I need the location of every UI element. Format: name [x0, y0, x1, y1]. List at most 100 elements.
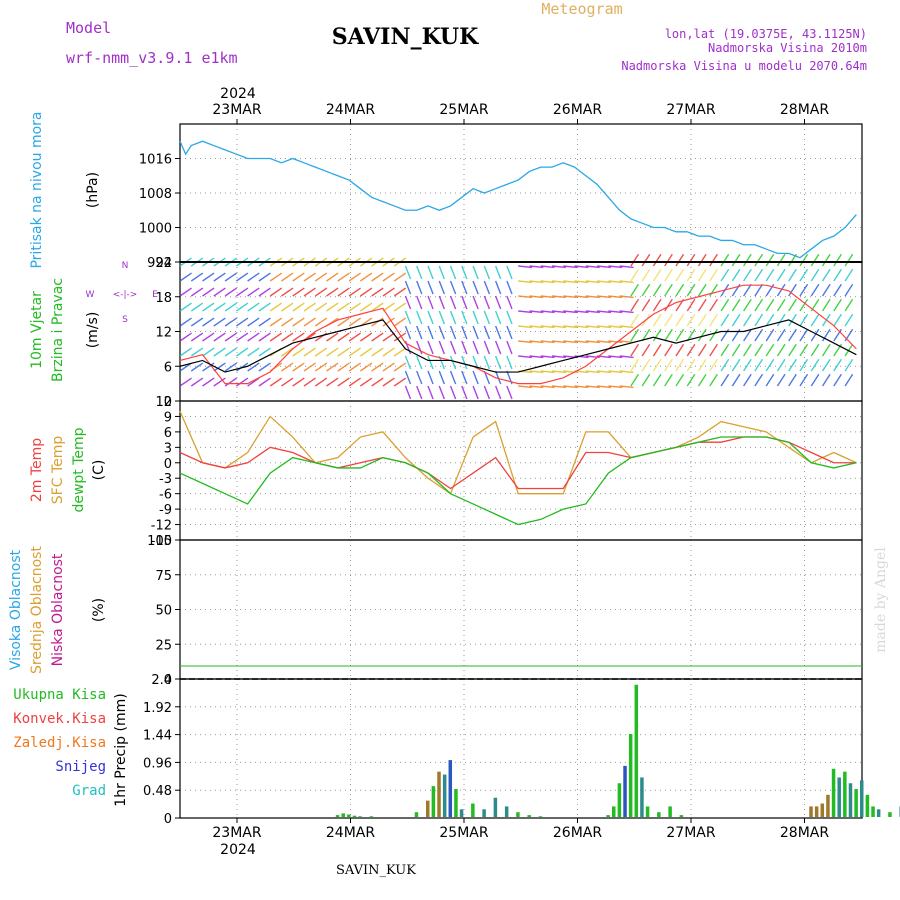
wind-arrow: [697, 313, 707, 327]
wind-arrow: [179, 347, 192, 357]
wind-arrow: [281, 332, 294, 342]
wind-arrow: [303, 377, 316, 387]
wind-arrow: [449, 280, 457, 295]
ytick-label: 18: [155, 291, 172, 306]
wind-arrow: [540, 355, 555, 359]
wind-arrow: [608, 295, 623, 299]
wind-arrow: [731, 253, 741, 267]
compass-n: N: [122, 261, 129, 271]
watermark: made by Angel: [873, 547, 889, 653]
wind-arrow: [281, 287, 294, 297]
wind-arrow: [314, 302, 328, 312]
wind-arrow: [224, 317, 238, 327]
wind-arrow: [404, 265, 412, 280]
wind-arrow: [697, 253, 707, 267]
wind-arrow: [697, 358, 707, 372]
cloud-unit: (%): [91, 598, 107, 622]
day-label-bottom: 25MAR: [439, 825, 488, 841]
wind-arrow: [371, 347, 384, 357]
wind-arrow: [438, 370, 445, 385]
wind-arrow: [788, 298, 797, 312]
wind-arrow: [833, 298, 842, 312]
wind-arrow: [506, 265, 513, 280]
ytick-label: 1.92: [143, 701, 172, 716]
ytick-label: 0: [164, 812, 172, 827]
wind-arrow: [551, 370, 566, 374]
wind-arrow: [427, 385, 434, 400]
wind-arrow: [709, 328, 718, 342]
wind-arrow: [709, 268, 718, 282]
wind-arrow: [574, 310, 589, 314]
wind-arrow: [810, 328, 820, 342]
wind-arrow: [664, 268, 673, 282]
wind-arrow: [652, 328, 662, 342]
wind-arrow: [833, 253, 842, 267]
wind-arrow: [461, 265, 468, 280]
wind-arrow: [585, 385, 600, 389]
wind-arrow: [314, 347, 328, 357]
wind-arrow: [224, 332, 238, 342]
wind-arrow: [608, 325, 623, 329]
ytick-label: 0: [164, 673, 172, 688]
wind-arrow: [709, 283, 718, 297]
precip-bar: [820, 803, 825, 817]
wind-arrow: [686, 253, 696, 267]
wind-arrow: [382, 287, 395, 297]
wind-arrow: [506, 310, 513, 325]
precip-bar: [459, 809, 464, 817]
wind-arrow: [563, 340, 578, 344]
wind-arrow: [652, 253, 662, 267]
wind-arrow: [281, 377, 294, 387]
wind-arrow: [461, 355, 468, 370]
pressure-ylabel: Pritisak na nivou mora: [29, 111, 45, 268]
wind-arrow: [697, 373, 707, 387]
wind-arrow: [844, 373, 854, 387]
wind-arrow: [630, 253, 640, 267]
wind-arrow: [404, 280, 412, 295]
wind-arrow: [281, 362, 294, 372]
wind-arrow: [337, 287, 350, 297]
wind-arrow: [619, 355, 634, 359]
wind-arrow: [494, 325, 502, 340]
wind-arrow: [292, 362, 305, 372]
wind-arrow: [258, 302, 271, 312]
wind-arrow: [518, 265, 533, 269]
precip-bar: [871, 806, 875, 817]
wind-arrow: [630, 358, 640, 372]
wind-arrow: [438, 295, 445, 310]
wind-arrow: [529, 295, 544, 299]
wind-arrow: [258, 347, 271, 357]
wind-arrow: [551, 280, 566, 284]
wind-arrow: [551, 340, 566, 344]
precip-bar: [493, 797, 498, 817]
precip-bar: [876, 809, 881, 817]
wind-arrow: [393, 287, 407, 297]
wind-arrow: [821, 373, 831, 387]
wind-arrow: [652, 373, 662, 387]
wind-arrow: [213, 377, 226, 387]
compass-arrows: <-|->: [113, 290, 138, 300]
wind-arrow: [563, 385, 578, 389]
compass-w: W: [86, 290, 95, 300]
lonlat-label: lon,lat (19.0375E, 43.1125N): [665, 27, 867, 41]
ytick-label: 12: [155, 326, 172, 341]
wind-arrow: [494, 385, 502, 400]
precip-bar: [668, 806, 672, 817]
wind-arrow: [483, 355, 491, 370]
wind-arrow: [472, 280, 479, 295]
wind-arrow: [202, 302, 215, 312]
wind-arrow: [675, 283, 685, 297]
precip-bar: [358, 816, 362, 817]
ytick-label: 75: [155, 569, 172, 584]
wind-arrow: [292, 272, 305, 282]
wind-arrow: [247, 302, 260, 312]
wind-arrow: [416, 265, 423, 280]
wind-arrow: [664, 328, 673, 342]
wind-arrow: [754, 343, 764, 357]
wind-arrow: [483, 370, 491, 385]
wind-arrow: [810, 373, 820, 387]
wind-ylabel: 10m Vjetar: [29, 291, 45, 369]
wind-arrow: [393, 347, 407, 357]
wind-arrow: [202, 287, 215, 297]
wind-arrow: [641, 328, 651, 342]
